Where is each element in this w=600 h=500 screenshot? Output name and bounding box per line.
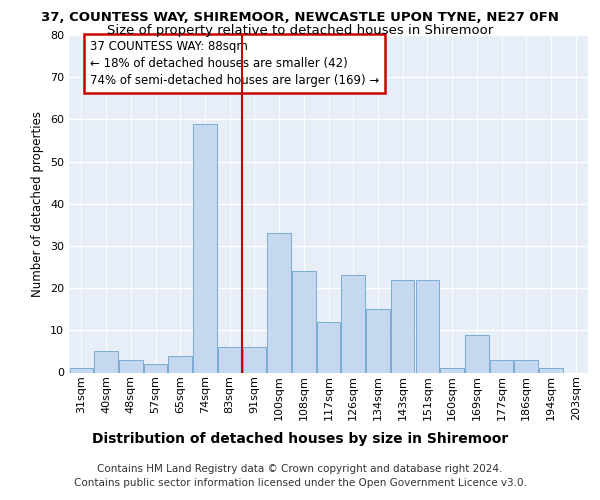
Bar bbox=[144, 364, 167, 372]
Bar bbox=[366, 309, 389, 372]
Bar bbox=[391, 280, 415, 372]
Text: Contains HM Land Registry data © Crown copyright and database right 2024.
Contai: Contains HM Land Registry data © Crown c… bbox=[74, 464, 526, 487]
Text: 37, COUNTESS WAY, SHIREMOOR, NEWCASTLE UPON TYNE, NE27 0FN: 37, COUNTESS WAY, SHIREMOOR, NEWCASTLE U… bbox=[41, 11, 559, 24]
Text: 37 COUNTESS WAY: 88sqm
← 18% of detached houses are smaller (42)
74% of semi-det: 37 COUNTESS WAY: 88sqm ← 18% of detached… bbox=[90, 40, 379, 87]
Bar bbox=[514, 360, 538, 372]
Bar bbox=[218, 347, 241, 372]
Text: Distribution of detached houses by size in Shiremoor: Distribution of detached houses by size … bbox=[92, 432, 508, 446]
Text: Size of property relative to detached houses in Shiremoor: Size of property relative to detached ho… bbox=[107, 24, 493, 37]
Bar bbox=[465, 334, 488, 372]
Bar bbox=[268, 234, 291, 372]
Bar bbox=[193, 124, 217, 372]
Bar bbox=[94, 352, 118, 372]
Bar bbox=[169, 356, 192, 372]
Bar bbox=[440, 368, 464, 372]
Bar bbox=[242, 347, 266, 372]
Bar bbox=[292, 271, 316, 372]
Bar bbox=[539, 368, 563, 372]
Bar bbox=[416, 280, 439, 372]
Bar bbox=[70, 368, 93, 372]
Bar bbox=[317, 322, 340, 372]
Bar bbox=[119, 360, 143, 372]
Y-axis label: Number of detached properties: Number of detached properties bbox=[31, 111, 44, 296]
Bar bbox=[490, 360, 513, 372]
Bar bbox=[341, 276, 365, 372]
